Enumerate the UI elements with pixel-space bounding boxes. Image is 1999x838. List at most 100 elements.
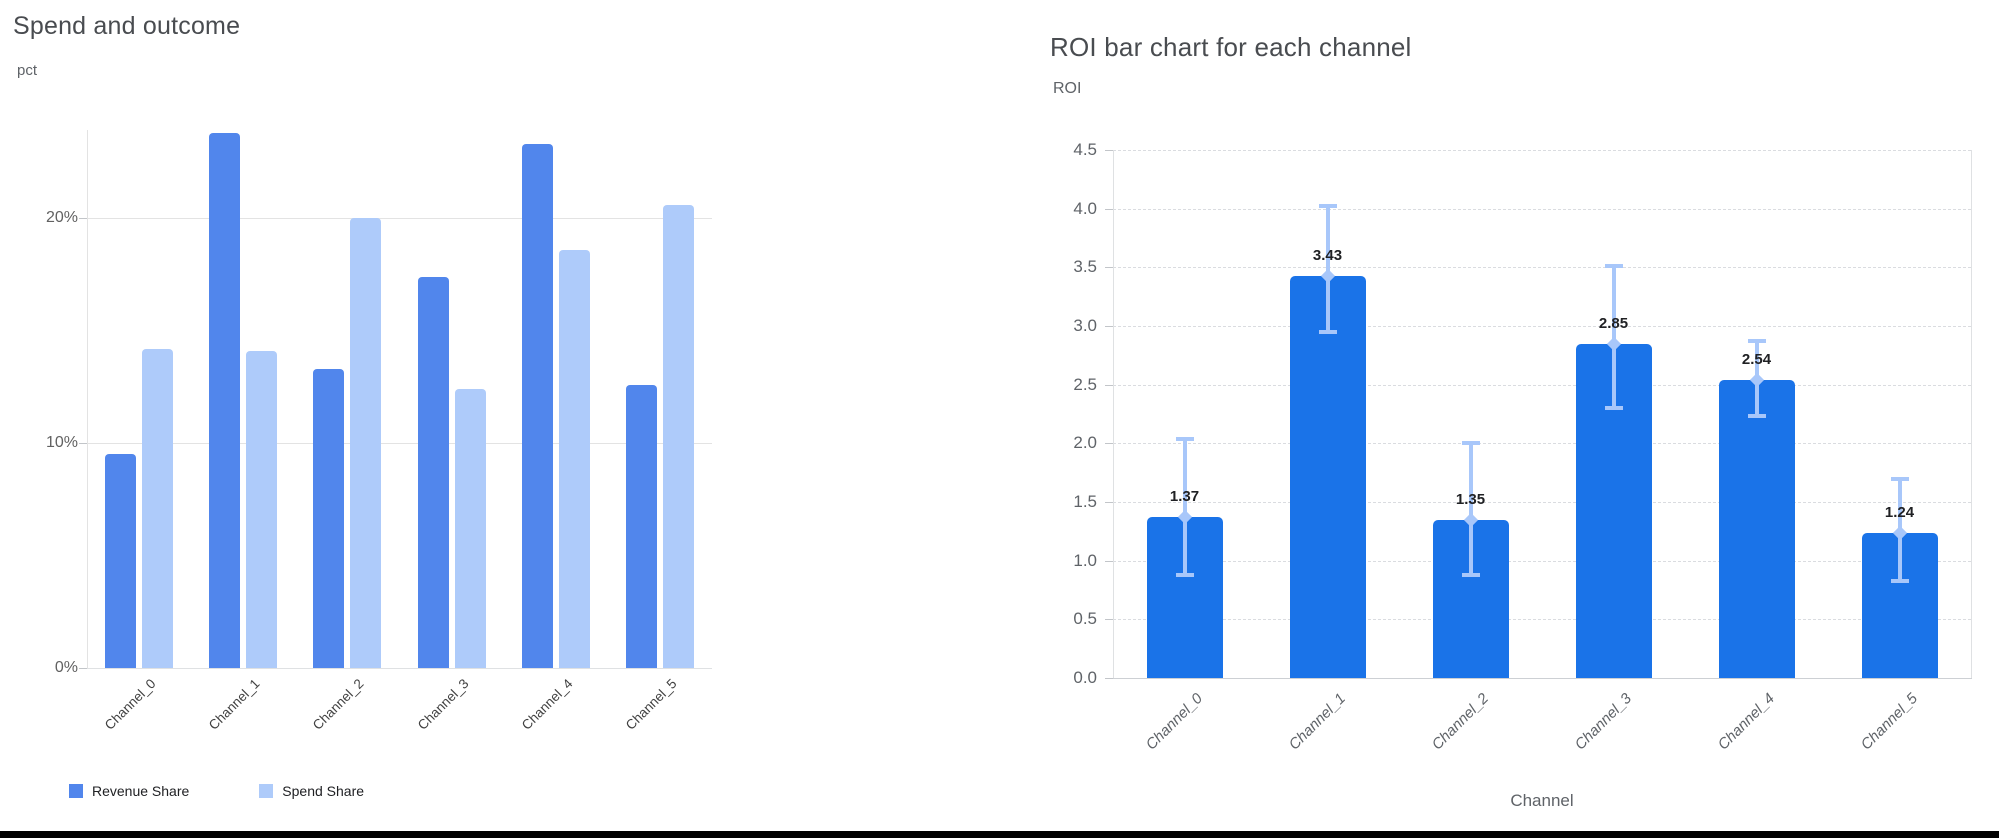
x-category-label: Channel_1 [206, 676, 263, 733]
y-tick-mark [79, 218, 87, 220]
y-tick-label: 0.0 [1073, 668, 1097, 687]
y-tick-mark [1105, 384, 1113, 386]
y-tick-mark [1105, 560, 1113, 562]
y-gridline [1113, 619, 1971, 621]
y-gridline [87, 443, 712, 445]
y-tick-label: 0% [54, 659, 78, 676]
y-tick-label: 0.5 [1073, 609, 1097, 629]
y-tick-label: 1.5 [1073, 492, 1097, 511]
legend-swatch-revenue-share [69, 784, 83, 798]
legend-item-revenue-share[interactable]: Revenue Share [69, 783, 189, 799]
error-bar-cap-top [1318, 204, 1337, 209]
x-category-label: Channel_5 [1857, 690, 1921, 754]
bar-roi-channel_1[interactable] [1289, 275, 1366, 678]
y-tick-label: 3.5 [1073, 257, 1097, 277]
x-category-label: Channel_2 [1428, 690, 1492, 754]
y-tick-mark [79, 443, 87, 445]
error-bar-cap-top [1747, 339, 1766, 344]
y-tick-mark [79, 668, 87, 669]
y-tick-label: 10% [45, 434, 78, 452]
x-category-label: Channel_4 [518, 676, 576, 733]
x-category-label: Channel_3 [414, 676, 472, 733]
y-tick-label: 4.5 [1073, 140, 1097, 159]
x-category-label: Channel_5 [622, 676, 680, 733]
y-gridline [1113, 150, 1971, 151]
bottom-border-bar [0, 831, 1999, 838]
y-tick-mark [1105, 678, 1113, 679]
error-bar-cap-bottom [1890, 578, 1909, 583]
bar-revenue-share-channel_3[interactable] [417, 276, 449, 668]
bar-value-label: 2.54 [1741, 350, 1772, 368]
bar-spend-share-channel_2[interactable] [350, 218, 382, 668]
y-tick-mark [1105, 443, 1113, 445]
left-chart-title: Spend and outcome [13, 12, 241, 40]
y-tick-mark [1105, 502, 1113, 503]
y-axis-line [87, 130, 88, 668]
y-gridline [1113, 384, 1971, 386]
error-bar-line [1468, 443, 1473, 575]
error-bar-cap-bottom [1604, 406, 1623, 411]
bar-spend-share-channel_5[interactable] [662, 204, 694, 668]
y-tick-label: 2.0 [1073, 433, 1097, 453]
y-axis-line [1113, 150, 1114, 678]
legend-label-spend-share: Spend Share [282, 783, 365, 799]
bar-revenue-share-channel_5[interactable] [625, 384, 657, 668]
left-chart-unit-label: pct [17, 62, 38, 79]
y-gridline [1113, 267, 1971, 269]
x-category-label: Channel_4 [1714, 690, 1778, 754]
y-tick-label: 4.0 [1073, 198, 1097, 218]
y-gridline [1113, 326, 1971, 327]
legend-swatch-spend-share [259, 784, 274, 798]
y-tick-mark [1105, 267, 1113, 269]
bar-value-label: 1.37 [1169, 488, 1200, 506]
bar-revenue-share-channel_0[interactable] [105, 454, 137, 668]
y-gridline [87, 218, 712, 220]
x-category-label: Channel_2 [310, 676, 368, 733]
error-bar-cap-bottom [1747, 414, 1766, 419]
bar-revenue-share-channel_4[interactable] [521, 144, 553, 668]
error-bar-cap-top [1461, 441, 1480, 446]
error-bar-cap-bottom [1461, 572, 1480, 577]
y-tick-mark [1105, 208, 1113, 210]
y-tick-label: 2.5 [1073, 374, 1097, 394]
bar-value-label: 2.85 [1598, 314, 1629, 332]
y-tick-label: 1.0 [1073, 550, 1097, 570]
x-category-label: Channel_1 [1285, 690, 1349, 754]
y-gridline [1113, 502, 1971, 503]
y-tick-label: 3.0 [1073, 316, 1097, 335]
bar-roi-channel_4[interactable] [1718, 379, 1795, 678]
x-axis-line [1113, 678, 1972, 679]
x-axis-line [87, 668, 712, 669]
y-gridline [1113, 208, 1971, 210]
legend-label-revenue-share: Revenue Share [92, 783, 190, 799]
x-category-label: Channel_0 [1142, 690, 1206, 754]
bar-revenue-share-channel_2[interactable] [313, 368, 345, 668]
bar-revenue-share-channel_1[interactable] [209, 132, 241, 668]
y-tick-mark [1105, 150, 1113, 151]
x-category-label: Channel_3 [1571, 690, 1635, 754]
bar-spend-share-channel_3[interactable] [454, 389, 486, 668]
error-bar-cap-bottom [1175, 572, 1194, 577]
y-gridline [1113, 560, 1971, 562]
bar-spend-share-channel_1[interactable] [246, 351, 278, 668]
error-bar-line [1182, 438, 1187, 575]
y-tick-label: 20% [45, 209, 78, 227]
bar-value-label: 1.35 [1455, 490, 1486, 508]
legend-item-spend-share[interactable]: Spend Share [259, 783, 364, 799]
right-chart-unit-label: ROI [1053, 80, 1082, 97]
bar-spend-share-channel_4[interactable] [558, 249, 590, 668]
x-category-label: Channel_0 [101, 676, 159, 733]
error-bar-cap-top [1890, 476, 1909, 481]
error-bar-cap-top [1604, 264, 1623, 269]
legend: Revenue Share Spend Share [69, 783, 364, 799]
bar-value-label: 1.24 [1884, 503, 1915, 521]
y-gridline [1113, 443, 1971, 445]
plot-right-border [1971, 150, 1972, 678]
error-bar-cap-top [1175, 436, 1194, 441]
error-bar-cap-bottom [1318, 329, 1337, 334]
bar-spend-share-channel_0[interactable] [142, 348, 174, 668]
y-tick-mark [1105, 326, 1113, 327]
right-chart-title: ROI bar chart for each channel [1050, 32, 1412, 62]
bar-value-label: 3.43 [1312, 246, 1343, 264]
